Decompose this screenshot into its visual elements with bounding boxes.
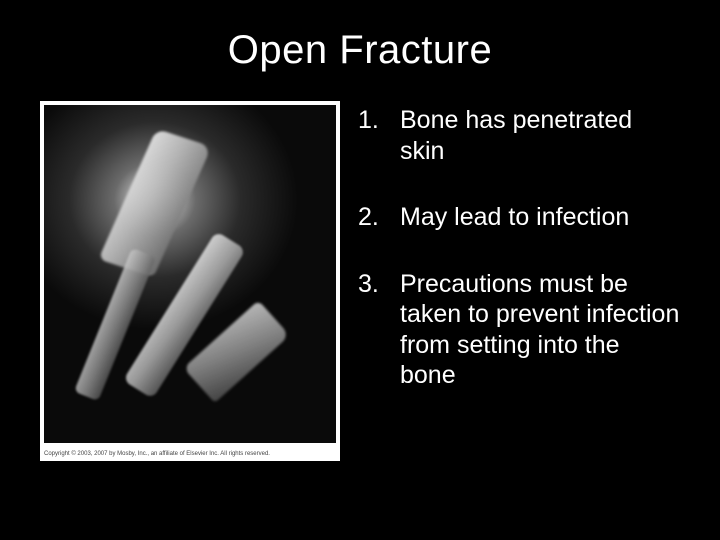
slide-container: Open Fracture Copyright © 2003, 2007 by … bbox=[0, 0, 720, 540]
bone-fragment-icon bbox=[98, 129, 212, 277]
bullet-list: Bone has penetrated skin May lead to inf… bbox=[358, 105, 680, 391]
list-item: May lead to infection bbox=[358, 202, 680, 233]
xray-image-frame: Copyright © 2003, 2007 by Mosby, Inc., a… bbox=[40, 101, 340, 461]
list-item: Precautions must be taken to prevent inf… bbox=[358, 269, 680, 391]
content-row: Copyright © 2003, 2007 by Mosby, Inc., a… bbox=[40, 101, 680, 461]
xray-image bbox=[44, 105, 336, 443]
image-column: Copyright © 2003, 2007 by Mosby, Inc., a… bbox=[40, 101, 340, 461]
slide-title: Open Fracture bbox=[40, 28, 680, 73]
list-column: Bone has penetrated skin May lead to inf… bbox=[358, 101, 680, 461]
image-copyright: Copyright © 2003, 2007 by Mosby, Inc., a… bbox=[44, 449, 336, 459]
list-item: Bone has penetrated skin bbox=[358, 105, 680, 166]
